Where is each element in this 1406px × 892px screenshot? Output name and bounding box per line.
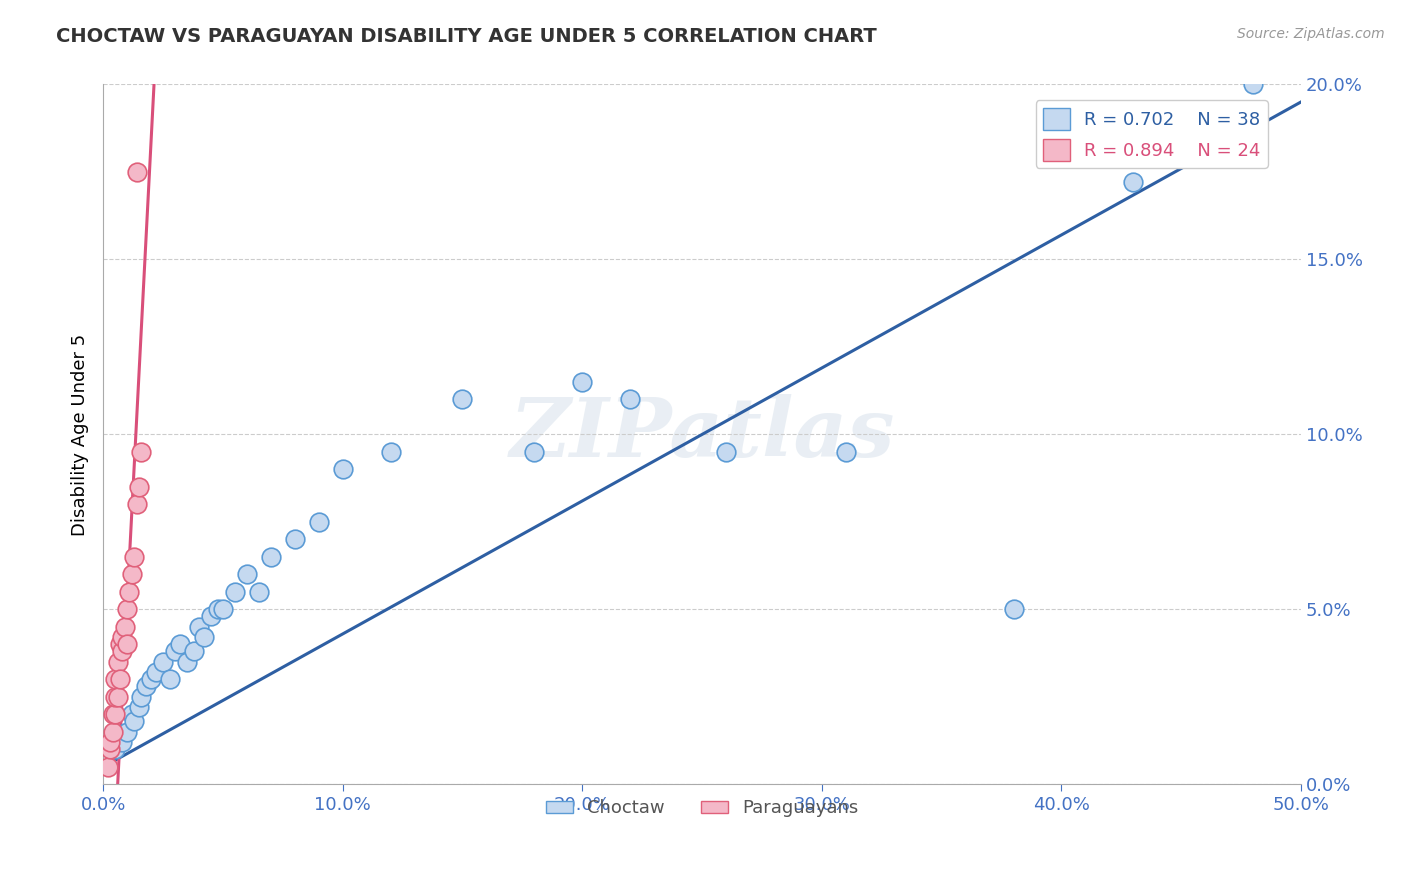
Choctaw [207,602,229,616]
Choctaw [188,620,211,634]
Choctaw [145,665,167,680]
Choctaw [308,515,330,529]
Paraguayans [107,655,129,669]
Paraguayans [121,567,143,582]
Choctaw [121,707,143,722]
Text: ZIPatlas: ZIPatlas [509,394,894,475]
Paraguayans [114,620,136,634]
Choctaw [332,462,354,476]
Paraguayans [104,690,127,704]
Choctaw [571,375,593,389]
Paraguayans [115,602,138,616]
Paraguayans [107,690,129,704]
Choctaw [619,392,641,407]
Choctaw [128,700,150,714]
Choctaw [212,602,235,616]
Choctaw [835,445,858,459]
Paraguayans [115,637,138,651]
Choctaw [200,609,222,624]
Choctaw [1122,176,1144,190]
Choctaw [111,735,134,749]
Choctaw [260,549,283,564]
Paraguayans [124,549,146,564]
Paraguayans [97,760,120,774]
Paraguayans [101,725,124,739]
Y-axis label: Disability Age Under 5: Disability Age Under 5 [72,334,89,535]
Choctaw [380,445,402,459]
Choctaw [236,567,259,582]
Choctaw [284,533,307,547]
Paraguayans [125,165,148,179]
Paraguayans [125,498,148,512]
Paraguayans [98,742,121,756]
Choctaw [115,725,138,739]
Paraguayans [104,673,127,687]
Legend: Choctaw, Paraguayans: Choctaw, Paraguayans [538,792,866,824]
Choctaw [224,585,246,599]
Paraguayans [118,585,141,599]
Paraguayans [131,445,153,459]
Choctaw [183,644,205,658]
Choctaw [247,585,270,599]
Paraguayans [101,707,124,722]
Text: Source: ZipAtlas.com: Source: ZipAtlas.com [1237,27,1385,41]
Choctaw [152,655,174,669]
Paraguayans [111,631,134,645]
Paraguayans [111,644,134,658]
Paraguayans [104,707,127,722]
Choctaw [451,392,474,407]
Choctaw [523,445,546,459]
Paraguayans [98,735,121,749]
Choctaw [1002,602,1025,616]
Paraguayans [128,480,150,494]
Choctaw [176,655,198,669]
Paraguayans [108,673,131,687]
Choctaw [131,690,153,704]
Choctaw [193,631,215,645]
Choctaw [104,742,127,756]
Choctaw [124,714,146,729]
Choctaw [159,673,181,687]
Choctaw [169,637,191,651]
Choctaw [135,680,157,694]
Choctaw [1241,78,1264,92]
Text: CHOCTAW VS PARAGUAYAN DISABILITY AGE UNDER 5 CORRELATION CHART: CHOCTAW VS PARAGUAYAN DISABILITY AGE UND… [56,27,877,45]
Choctaw [714,445,737,459]
Choctaw [163,644,186,658]
Paraguayans [108,637,131,651]
Choctaw [139,673,162,687]
